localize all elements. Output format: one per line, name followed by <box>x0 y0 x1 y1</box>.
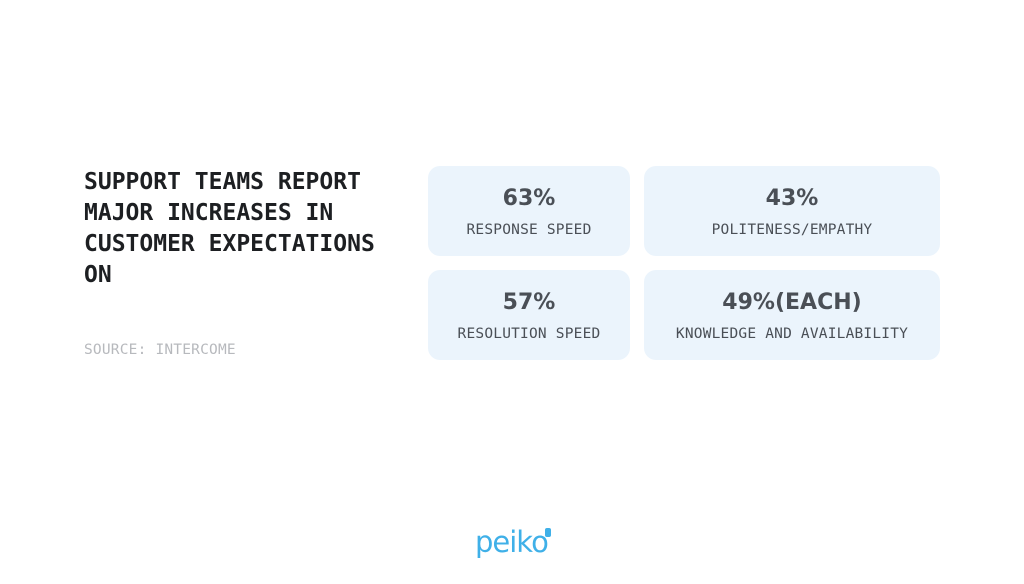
stat-value: 63% <box>502 185 556 211</box>
headline: SUPPORT TEAMS REPORT MAJOR INCREASES IN … <box>84 169 375 288</box>
stat-label: KNOWLEDGE AND AVAILABILITY <box>675 325 909 342</box>
stat-value: 49%(EACH) <box>722 289 862 315</box>
stat-label: POLITENESS/EMPATHY <box>711 221 873 238</box>
stat-label: RESPONSE SPEED <box>466 221 592 238</box>
stat-card-knowledge-availability: 49%(EACH) KNOWLEDGE AND AVAILABILITY <box>644 270 940 360</box>
peiko-logo: peiko <box>475 526 551 558</box>
source-note: SOURCE: INTERCOME <box>84 342 236 358</box>
logo-text: peiko <box>475 525 549 559</box>
stat-card-response-speed: 63% RESPONSE SPEED <box>428 166 630 256</box>
stat-card-politeness-empathy: 43% POLITENESS/EMPATHY <box>644 166 940 256</box>
stat-value: 57% <box>502 289 556 315</box>
stat-label: RESOLUTION SPEED <box>457 325 601 342</box>
logo-mark-icon <box>544 528 551 537</box>
stat-value: 43% <box>765 185 819 211</box>
stat-card-resolution-speed: 57% RESOLUTION SPEED <box>428 270 630 360</box>
